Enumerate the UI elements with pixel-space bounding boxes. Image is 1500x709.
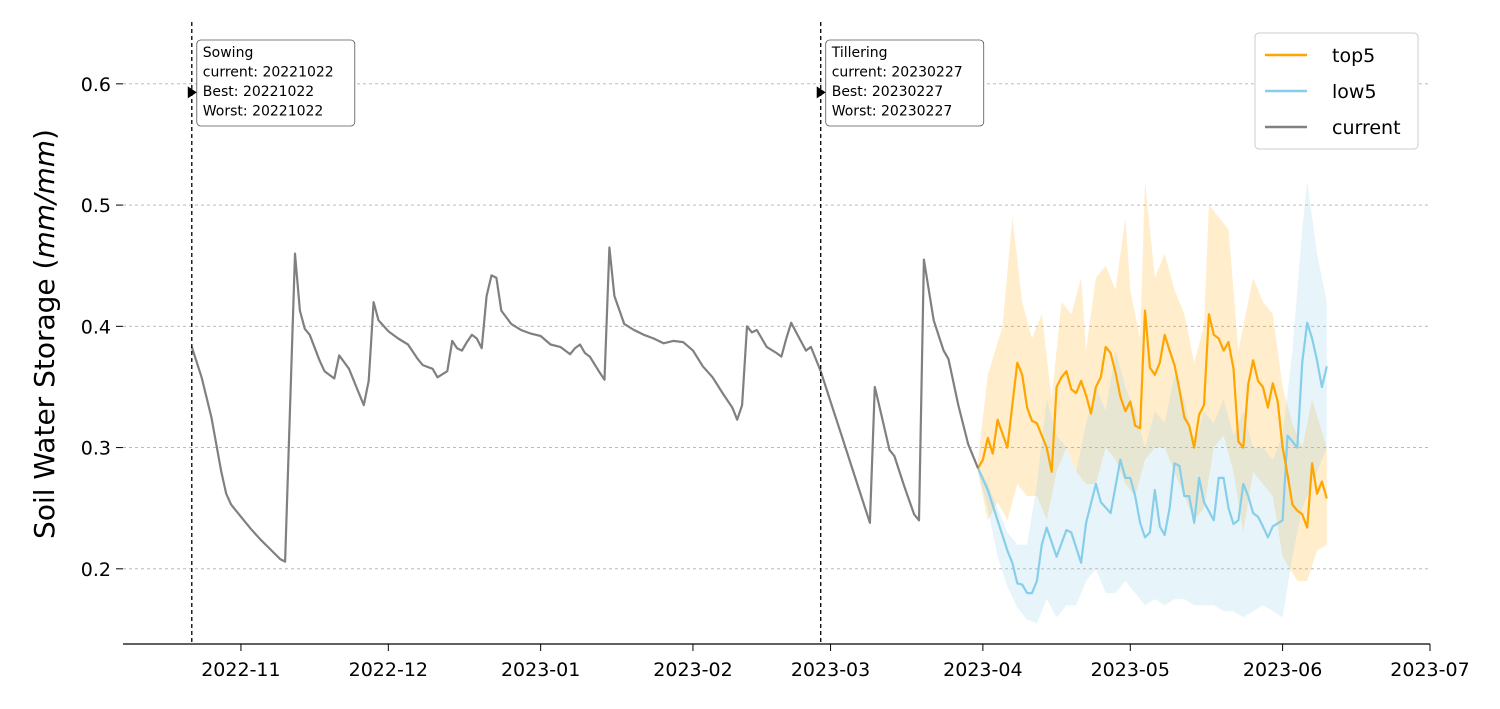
y-tick-label: 0.6 xyxy=(81,74,111,96)
y-tick-label: 0.4 xyxy=(81,316,111,338)
stage-annotation-line: Best: 20221022 xyxy=(203,84,314,100)
x-tick-label: 2023-03 xyxy=(791,659,870,681)
x-tick-label: 2022-12 xyxy=(349,659,428,681)
stage-annotation-line: Worst: 20221022 xyxy=(203,104,324,120)
x-ticks: 2022-11 2022-12 2023-01 2023-02 2023-03 2023-… xyxy=(201,644,1470,681)
y-ticks: 0.2 0.3 0.4 0.5 0.6 xyxy=(81,74,123,581)
x-tick-label: 2023-04 xyxy=(943,659,1022,681)
series-lines xyxy=(190,246,1328,595)
stage-annotation-line: Best: 20230227 xyxy=(832,84,943,100)
stage-annotation-line: Tillering xyxy=(831,45,888,61)
y-tick-label: 0.5 xyxy=(81,195,111,217)
stage-marker-icon xyxy=(816,86,826,99)
low5-line xyxy=(976,321,1328,595)
stage-markers: Sowing current: 20221022 Best: 20221022 Wor… xyxy=(187,22,985,644)
y-axis-label-unit: mm/mm xyxy=(28,140,61,259)
legend-box xyxy=(1254,32,1419,150)
top5-line xyxy=(977,309,1328,529)
current-line xyxy=(190,246,980,563)
series-bands xyxy=(977,180,1327,624)
legend-label-low5: low5 xyxy=(1332,81,1377,103)
stage-annotation-line: Sowing xyxy=(203,45,254,61)
x-tick-label: 2022-11 xyxy=(201,659,280,681)
y-tick-label: 0.3 xyxy=(81,438,111,460)
stage-annotation-box xyxy=(825,39,985,127)
y-tick-label: 0.2 xyxy=(81,559,111,581)
x-tick-label: 2023-02 xyxy=(653,659,732,681)
x-tick-label: 2023-06 xyxy=(1243,659,1322,681)
stage-annotation-line: Worst: 20230227 xyxy=(832,104,953,120)
stage-annotation-line: current: 20221022 xyxy=(203,65,334,81)
stage-annotation-line: current: 20230227 xyxy=(832,65,963,81)
x-tick-label: 2023-01 xyxy=(501,659,580,681)
x-tick-label: 2023-07 xyxy=(1390,659,1469,681)
legend-label-current: current xyxy=(1332,117,1401,139)
stage-marker-icon xyxy=(187,86,197,99)
y-axis-label-main: Soil Water Storage ( xyxy=(28,259,61,539)
legend-label-top5: top5 xyxy=(1332,45,1375,67)
legend: top5 low5 current xyxy=(1254,32,1419,150)
stage-annotation-box xyxy=(196,39,356,127)
x-tick-label: 2023-05 xyxy=(1091,659,1170,681)
top5-band xyxy=(977,180,1327,581)
y-axis-label-close: ) xyxy=(28,129,61,140)
y-axis-label: Soil Water Storage (mm/mm) xyxy=(28,129,61,539)
